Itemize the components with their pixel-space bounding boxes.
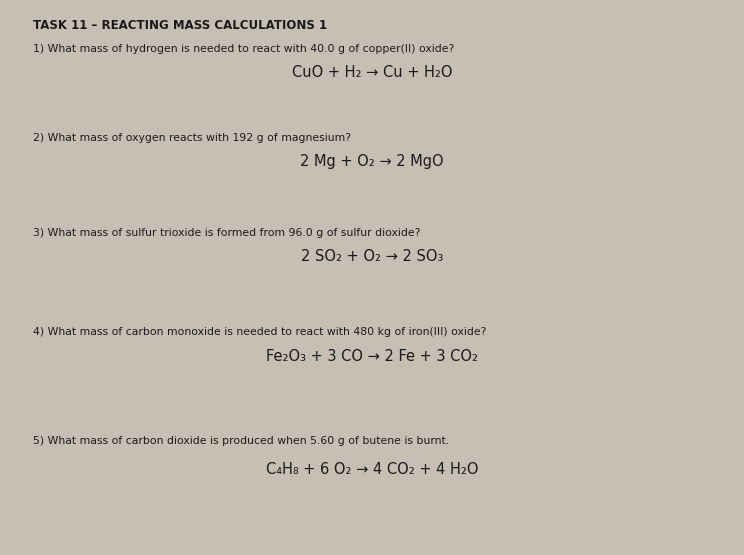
- Text: 2 Mg + O₂ → 2 MgO: 2 Mg + O₂ → 2 MgO: [300, 154, 444, 169]
- Text: 2 SO₂ + O₂ → 2 SO₃: 2 SO₂ + O₂ → 2 SO₃: [301, 249, 443, 264]
- Text: CuO + H₂ → Cu + H₂O: CuO + H₂ → Cu + H₂O: [292, 65, 452, 80]
- Text: Fe₂O₃ + 3 CO → 2 Fe + 3 CO₂: Fe₂O₃ + 3 CO → 2 Fe + 3 CO₂: [266, 349, 478, 364]
- Text: C₄H₈ + 6 O₂ → 4 CO₂ + 4 H₂O: C₄H₈ + 6 O₂ → 4 CO₂ + 4 H₂O: [266, 462, 478, 477]
- Text: 1) What mass of hydrogen is needed to react with 40.0 g of copper(II) oxide?: 1) What mass of hydrogen is needed to re…: [33, 44, 455, 54]
- Text: 4) What mass of carbon monoxide is needed to react with 480 kg of iron(III) oxid: 4) What mass of carbon monoxide is neede…: [33, 327, 487, 337]
- Text: 2) What mass of oxygen reacts with 192 g of magnesium?: 2) What mass of oxygen reacts with 192 g…: [33, 133, 351, 143]
- Text: 5) What mass of carbon dioxide is produced when 5.60 g of butene is burnt.: 5) What mass of carbon dioxide is produc…: [33, 436, 449, 446]
- Text: 3) What mass of sulfur trioxide is formed from 96.0 g of sulfur dioxide?: 3) What mass of sulfur trioxide is forme…: [33, 228, 421, 238]
- Text: TASK 11 – REACTING MASS CALCULATIONS 1: TASK 11 – REACTING MASS CALCULATIONS 1: [33, 19, 327, 32]
